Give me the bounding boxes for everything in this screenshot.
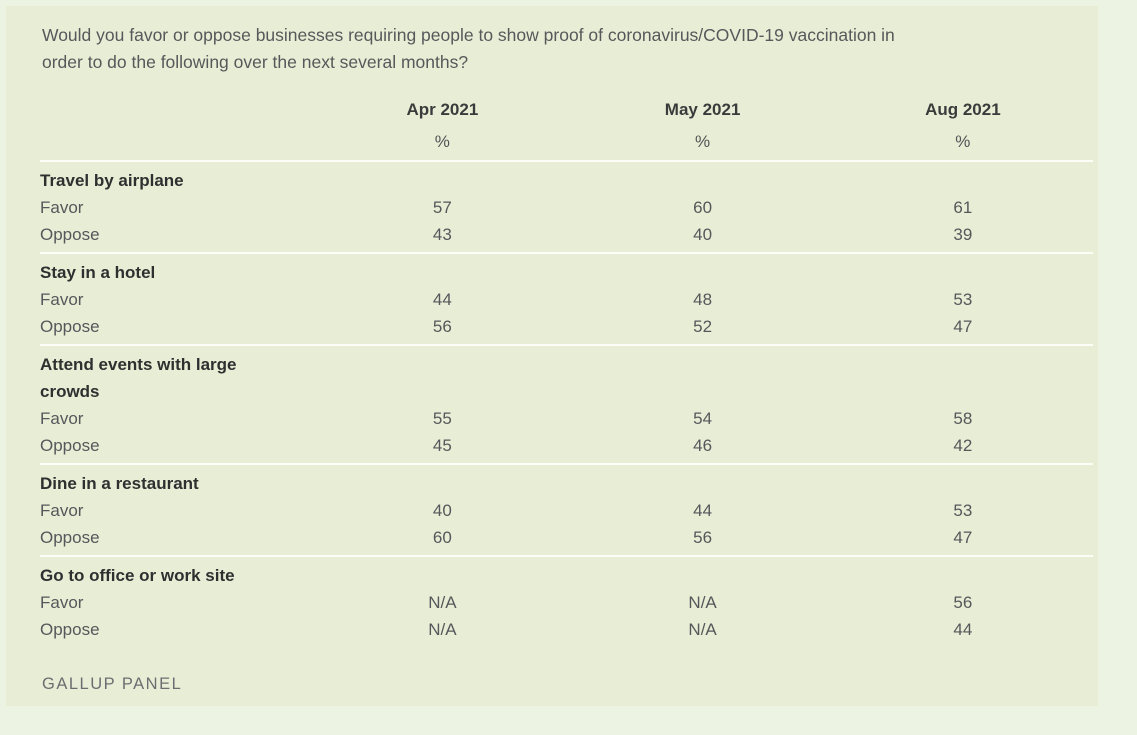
row-label-oppose: Oppose [40, 528, 100, 547]
table-row: Favor 55 54 58 [40, 405, 1093, 432]
section-header-attend-events-with-large-crowds: Attend events with large crowds [40, 344, 1093, 405]
value-cell: 52 [693, 317, 713, 336]
row-label-oppose: Oppose [40, 436, 100, 455]
section-label: Stay in a hotel [40, 263, 156, 282]
value-cell: 40 [693, 225, 713, 244]
section-label: Attend events with large crowds [40, 355, 237, 401]
row-label-oppose: Oppose [40, 317, 100, 336]
poll-table-figure: Would you favor or oppose businesses req… [6, 6, 1098, 706]
table-row: Oppose 56 52 47 [40, 313, 1093, 345]
section-header-go-to-office-or-work-site: Go to office or work site [40, 555, 1093, 589]
value-cell: 60 [432, 528, 452, 547]
table-row: Favor 57 60 61 [40, 194, 1093, 221]
results-table: Apr 2021 May 2021 Aug 2021 % % % Travel … [40, 96, 1093, 647]
row-label-favor: Favor [40, 593, 84, 612]
row-label-oppose: Oppose [40, 225, 100, 244]
row-label-favor: Favor [40, 198, 84, 217]
row-label-oppose: Oppose [40, 620, 100, 639]
percent-symbol: % [955, 132, 971, 151]
percent-row-spacer [40, 123, 312, 161]
value-cell: 57 [432, 198, 452, 217]
table-row: Favor N/A N/A 56 [40, 589, 1093, 616]
column-header-row: Apr 2021 May 2021 Aug 2021 [40, 96, 1093, 123]
table-row: Oppose 60 56 47 [40, 524, 1093, 556]
column-header-apr-2021: Apr 2021 [406, 100, 479, 119]
percent-symbol: % [695, 132, 711, 151]
value-cell: 46 [693, 436, 713, 455]
table-row: Favor 40 44 53 [40, 497, 1093, 524]
source-label: GALLUP PANEL [42, 675, 183, 693]
value-cell: 61 [953, 198, 973, 217]
value-cell: 56 [693, 528, 713, 547]
percent-row: % % % [40, 123, 1093, 161]
value-cell: 47 [953, 528, 973, 547]
value-cell: 45 [432, 436, 452, 455]
value-cell: N/A [688, 593, 717, 612]
value-cell: 40 [432, 501, 452, 520]
section-header-travel-by-airplane: Travel by airplane [40, 160, 1093, 194]
value-cell: N/A [428, 593, 457, 612]
row-label-favor: Favor [40, 501, 84, 520]
table-row: Oppose 45 46 42 [40, 432, 1093, 464]
value-cell: 44 [693, 501, 713, 520]
value-cell: N/A [428, 620, 457, 639]
value-cell: 58 [953, 409, 973, 428]
value-cell: 56 [953, 593, 973, 612]
value-cell: 60 [693, 198, 713, 217]
value-cell: 53 [953, 501, 973, 520]
value-cell: 44 [953, 620, 973, 639]
column-header-may-2021: May 2021 [664, 100, 741, 119]
section-label: Travel by airplane [40, 171, 184, 190]
section-header-stay-in-a-hotel: Stay in a hotel [40, 252, 1093, 286]
value-cell: 39 [953, 225, 973, 244]
row-label-favor: Favor [40, 409, 84, 428]
value-cell: 47 [953, 317, 973, 336]
value-cell: 54 [693, 409, 713, 428]
value-cell: 56 [432, 317, 452, 336]
section-label: Dine in a restaurant [40, 474, 199, 493]
table-row: Oppose 43 40 39 [40, 221, 1093, 253]
question-title: Would you favor or oppose businesses req… [42, 25, 895, 72]
value-cell: 44 [432, 290, 452, 309]
value-cell: 55 [432, 409, 452, 428]
value-cell: 48 [693, 290, 713, 309]
row-label-favor: Favor [40, 290, 84, 309]
value-cell: 42 [953, 436, 973, 455]
percent-symbol: % [434, 132, 450, 151]
value-cell: N/A [688, 620, 717, 639]
value-cell: 43 [432, 225, 452, 244]
column-header-aug-2021: Aug 2021 [925, 100, 1001, 119]
column-header-spacer [40, 96, 312, 123]
section-label: Go to office or work site [40, 566, 235, 585]
table-row: Favor 44 48 53 [40, 286, 1093, 313]
section-header-dine-in-a-restaurant: Dine in a restaurant [40, 463, 1093, 497]
table-row: Oppose N/A N/A 44 [40, 616, 1093, 647]
value-cell: 53 [953, 290, 973, 309]
